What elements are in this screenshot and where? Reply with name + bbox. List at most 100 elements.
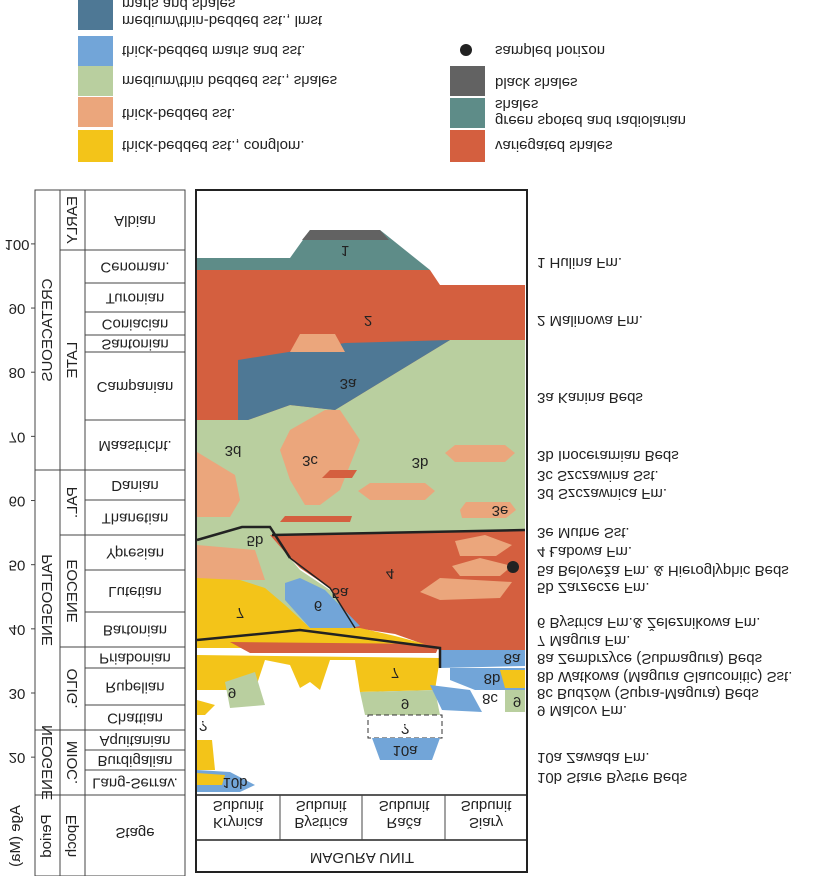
- stage-label: Priabonian: [99, 650, 171, 667]
- swatch: [78, 97, 113, 127]
- legend-label: thick-bedded marls and sst.: [122, 42, 305, 59]
- unit-label: 4: [386, 565, 394, 582]
- formation-label: 1 Hulina Fm.: [537, 254, 622, 271]
- stage-label: Thanetian: [102, 510, 169, 527]
- legend-label: medium/thin bedded sst., shales: [122, 72, 337, 89]
- column-header: Age (Ma): [7, 805, 24, 867]
- units: [196, 230, 526, 792]
- formation-label: 3e Mutne Sst.: [537, 524, 630, 541]
- legend-label: medium/thin-bedded sst., lmst: [122, 12, 323, 29]
- stage-label: Danian: [111, 477, 159, 494]
- formation-label: 10a Zawada Fm.: [537, 749, 650, 766]
- subunit-label: Subunit: [213, 797, 265, 814]
- stage-label: Coniacian: [102, 316, 169, 333]
- unit-label: 1: [341, 242, 349, 259]
- legend-label: marls and shales: [122, 0, 235, 12]
- epoch-label: EARLY: [64, 196, 81, 244]
- legend-label: thick-bedded sst., conglom.: [122, 137, 305, 154]
- subunit-name: Krynica: [213, 814, 264, 831]
- unit-shapes: [34, 0, 528, 876]
- stage-label: Rupelian: [105, 679, 164, 696]
- period-label: NEOGENE: [39, 725, 56, 800]
- column-frame: [34, 189, 186, 876]
- column-header: Period: [38, 814, 55, 857]
- unit-label: 3c: [302, 452, 318, 469]
- unit-label: 10b: [222, 774, 247, 791]
- formation-label: 9 Malcov Fm.: [537, 702, 627, 719]
- tick-label: 60: [9, 493, 26, 510]
- stage-label: Chattian: [107, 710, 163, 727]
- stage-label: Maastricht.: [98, 437, 171, 454]
- subunit-label: Subunit: [379, 797, 431, 814]
- subunit-label: Subunit: [296, 797, 348, 814]
- unit-label: 6: [314, 597, 322, 614]
- formation-label: 2 Malinowa Fm.: [537, 312, 643, 329]
- epoch-label: EOCENE: [64, 559, 81, 622]
- stage-label: Cenoman.: [100, 259, 169, 276]
- stage-label: Campanian: [97, 378, 174, 395]
- legend-label: shales: [495, 96, 538, 113]
- unit-label: 9: [401, 695, 409, 712]
- unit-label: 7: [236, 604, 244, 621]
- tick-label: 80: [9, 364, 26, 381]
- stage-label: Turonian: [106, 290, 165, 307]
- formation-label: 8a Zembrzyce (Submagura) Beds: [537, 650, 762, 667]
- stage-label: Albian: [114, 212, 156, 229]
- period-label: PALEOGENE: [39, 554, 56, 645]
- unit-label: 2: [364, 312, 372, 329]
- unit-label: 9: [228, 684, 236, 701]
- swatch: [450, 98, 485, 128]
- panel-title: MAGURA UNIT: [310, 849, 414, 866]
- formation-label: 4 Łabowa Fm.: [537, 543, 632, 560]
- stage-label: Ypresian: [106, 545, 164, 562]
- tick-label: 40: [9, 621, 26, 638]
- legend-label: sampled horizon: [495, 42, 605, 59]
- column-header: Stage: [115, 824, 154, 841]
- unit-label: 8a: [504, 650, 521, 667]
- tick-label: 20: [9, 749, 26, 766]
- formation-label: 3c Szczawina Sst.: [537, 467, 659, 484]
- stage-label: Lutetian: [108, 583, 161, 600]
- formation-label: 8c Budzów (Supra-Magura) Beds: [537, 685, 759, 702]
- unit-label: 5a: [332, 584, 349, 601]
- unit-label: 8b: [484, 670, 501, 687]
- unit-label: 8c: [482, 690, 498, 707]
- unit-label: ?: [199, 717, 207, 734]
- legend-label: variegated shales: [495, 137, 613, 154]
- unit-label: 9: [513, 693, 521, 710]
- swatch: [450, 130, 485, 162]
- legend-label: black shales: [495, 74, 578, 91]
- unit-label: 7: [391, 664, 399, 681]
- epoch-label: LATE: [64, 342, 81, 378]
- unit-label: 3e: [492, 502, 509, 519]
- unit-label: 5b: [247, 532, 264, 549]
- stage-label: Aquitanian: [100, 732, 171, 749]
- formation-label: 7 Magura Fm.: [537, 632, 630, 649]
- unit-label: 10a: [392, 742, 418, 759]
- tick-label: 90: [9, 300, 26, 317]
- epoch-label: PAL.: [64, 487, 81, 518]
- unit-label: ?: [401, 720, 409, 737]
- formation-label: 10b Stare Bystre Beds: [537, 769, 687, 786]
- stage-label: Bartonian: [103, 622, 167, 639]
- stage-label: Burdigalian: [97, 752, 172, 769]
- formation-label: 6 Bystrica Fm.& Železnikowa Fm.: [537, 614, 760, 631]
- column-header: Epoch: [63, 815, 80, 858]
- legend-label: thick-bedded sst.: [122, 105, 235, 122]
- period-label: CRETACEOUS: [39, 278, 56, 381]
- formation-label: 8b Watkowa (Magura Glauconitic) Sst.: [537, 668, 792, 685]
- formation-label: 3d Szczawnica Fm.: [537, 485, 667, 502]
- unit-label: 3a: [340, 375, 357, 392]
- formation-label: 3b Inoceramian Beds: [537, 447, 679, 464]
- tick-label: 50: [9, 557, 26, 574]
- panel-frame: [195, 189, 528, 873]
- swatch: [450, 66, 485, 96]
- tick-label: 100: [4, 236, 29, 253]
- formation-label: 3a Kanina Beds: [537, 389, 643, 406]
- swatch: [78, 66, 113, 96]
- unit-label: 3b: [412, 454, 429, 471]
- swatch-dot: [460, 44, 472, 56]
- subunit-name: Siary: [469, 814, 504, 831]
- formation-label: 5b Zarzecze Fm.: [537, 579, 650, 596]
